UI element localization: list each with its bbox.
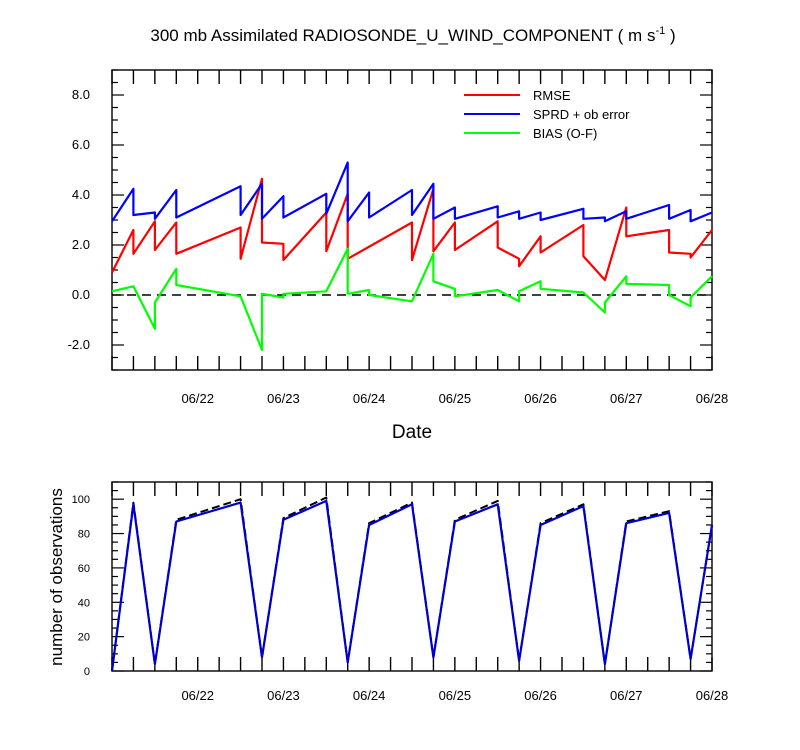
x-tick-label: 06/22 bbox=[181, 688, 214, 703]
legend: RMSE SPRD + ob error BIAS (O-F) bbox=[464, 88, 630, 141]
x-tick-label: 06/27 bbox=[610, 688, 643, 703]
x-tick-label: 06/23 bbox=[267, 688, 300, 703]
chart-title-unit-exponent: -1 bbox=[655, 25, 665, 37]
legend-label: RMSE bbox=[533, 88, 571, 103]
y-tick-label: 40 bbox=[78, 597, 90, 609]
y-tick-label: 20 bbox=[78, 632, 90, 644]
bottom-panel: 06/22 06/23 06/24 06/25 06/26 06/27 06/28 0 20 40… bbox=[47, 481, 729, 703]
top-series-group bbox=[111, 161, 713, 352]
y-tick-label: 2.0 bbox=[72, 237, 90, 252]
series-line-dashed-0 bbox=[111, 496, 713, 672]
legend-label: SPRD + ob error bbox=[533, 107, 630, 122]
x-tick-label: 06/22 bbox=[181, 391, 214, 406]
x-tick-label: 06/25 bbox=[439, 688, 472, 703]
x-tick-label: 06/28 bbox=[696, 391, 729, 406]
x-tick-label: 06/27 bbox=[610, 391, 643, 406]
series-line-bias-o-f bbox=[111, 247, 713, 352]
y-tick-label: 80 bbox=[78, 529, 90, 541]
series-line-solid-1 bbox=[110, 499, 714, 672]
x-tick-label: 06/28 bbox=[696, 688, 729, 703]
y-tick-label: 60 bbox=[78, 563, 90, 575]
y-tick-label: -2.0 bbox=[68, 337, 90, 352]
y-tick-label: 6.0 bbox=[72, 137, 90, 152]
y-tick-label: 4.0 bbox=[72, 187, 90, 202]
x-tick-label: 06/24 bbox=[353, 688, 386, 703]
top-panel: 06/22 06/23 06/24 06/25 06/26 06/27 06/28 -2.0 0… bbox=[68, 69, 729, 443]
top-axis-ticks: 06/22 06/23 06/24 06/25 06/26 06/27 06/28 -2.0 0… bbox=[68, 69, 729, 406]
x-tick-label: 06/26 bbox=[524, 391, 557, 406]
y-tick-label: 8.0 bbox=[72, 87, 90, 102]
y-tick-label: 0.0 bbox=[72, 287, 90, 302]
y-tick-label: 100 bbox=[72, 494, 90, 506]
series-line-sprd-ob-error bbox=[111, 161, 713, 223]
bottom-series-group bbox=[110, 496, 714, 672]
y-tick-label: 0 bbox=[84, 666, 90, 678]
x-axis-label: Date bbox=[392, 422, 432, 443]
x-tick-label: 06/25 bbox=[439, 391, 472, 406]
x-tick-label: 06/24 bbox=[353, 391, 386, 406]
bottom-axis-ticks: 06/22 06/23 06/24 06/25 06/26 06/27 06/28 0 20 40… bbox=[72, 481, 729, 703]
legend-label: BIAS (O-F) bbox=[533, 126, 597, 141]
x-tick-label: 06/23 bbox=[267, 391, 300, 406]
chart-title: 300 mb Assimilated RADIOSONDE_U_WIND_COM… bbox=[150, 25, 675, 45]
y-axis-label-observations: number of observations bbox=[47, 488, 66, 666]
x-tick-label: 06/26 bbox=[524, 688, 557, 703]
